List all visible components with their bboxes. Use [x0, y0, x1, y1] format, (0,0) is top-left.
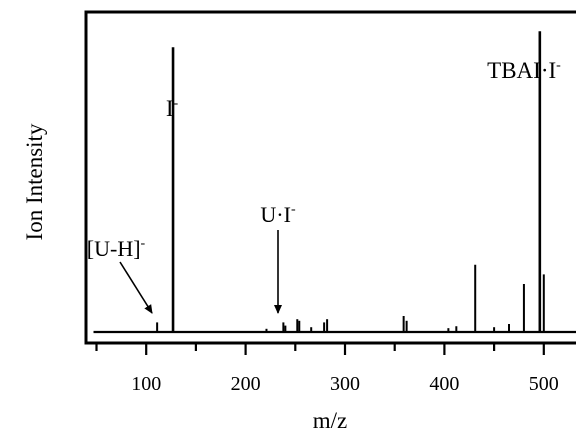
x-tick-label: 300	[330, 373, 360, 395]
peak-label: I-	[166, 96, 179, 121]
peak-label: [U-H]-	[87, 236, 146, 261]
x-axis-ticks: 100 200 300 400 500	[95, 343, 559, 395]
y-axis-label: Ion Intensity	[22, 123, 47, 240]
x-tick-label: 200	[231, 373, 261, 395]
peak-label: TBAI·I-	[487, 58, 561, 83]
plot-frame	[84, 10, 576, 345]
annotation-arrow	[119, 261, 153, 314]
x-tick-label: 100	[131, 373, 161, 395]
x-tick-label: 500	[529, 373, 559, 395]
spectrum-line-group	[93, 31, 576, 334]
peak-label: U·I-	[260, 202, 296, 227]
x-tick-label: 400	[429, 373, 459, 395]
x-axis-label: m/z	[313, 408, 348, 433]
peak-annotations: I- TBAI·I- U·I- [U-H]-	[87, 58, 561, 314]
